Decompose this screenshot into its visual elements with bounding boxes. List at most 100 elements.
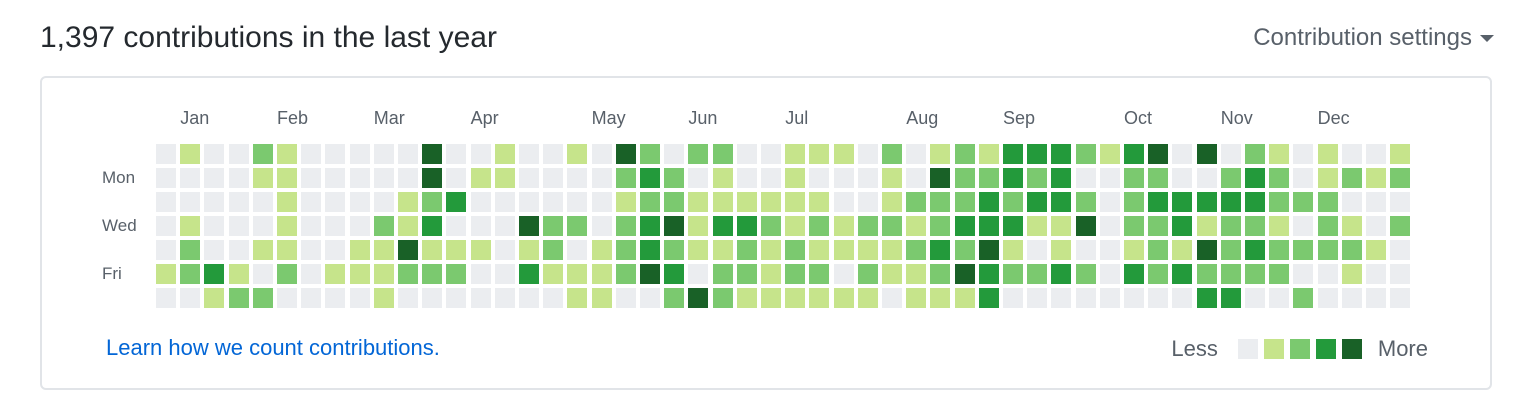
- contribution-day[interactable]: [858, 144, 878, 164]
- contribution-day[interactable]: [688, 144, 708, 164]
- contribution-day[interactable]: [1003, 264, 1023, 284]
- contribution-day[interactable]: [785, 192, 805, 212]
- contribution-day[interactable]: [640, 192, 660, 212]
- contribution-day[interactable]: [253, 264, 273, 284]
- contribution-day[interactable]: [1076, 168, 1096, 188]
- contribution-day[interactable]: [1221, 192, 1241, 212]
- contribution-day[interactable]: [1100, 216, 1120, 236]
- contribution-day[interactable]: [1366, 192, 1386, 212]
- contribution-day[interactable]: [1027, 264, 1047, 284]
- contribution-day[interactable]: [1293, 216, 1313, 236]
- contribution-day[interactable]: [688, 264, 708, 284]
- contribution-day[interactable]: [713, 288, 733, 308]
- contribution-day[interactable]: [1390, 216, 1410, 236]
- contribution-day[interactable]: [664, 288, 684, 308]
- contribution-day[interactable]: [471, 144, 491, 164]
- contribution-day[interactable]: [350, 144, 370, 164]
- contribution-day[interactable]: [979, 264, 999, 284]
- contribution-day[interactable]: [979, 144, 999, 164]
- contribution-day[interactable]: [422, 216, 442, 236]
- contribution-day[interactable]: [1318, 264, 1338, 284]
- contribution-day[interactable]: [979, 192, 999, 212]
- contribution-day[interactable]: [1390, 192, 1410, 212]
- contribution-day[interactable]: [204, 240, 224, 260]
- contribution-day[interactable]: [374, 192, 394, 212]
- contribution-day[interactable]: [930, 288, 950, 308]
- contribution-day[interactable]: [543, 264, 563, 284]
- contribution-day[interactable]: [858, 288, 878, 308]
- contribution-day[interactable]: [398, 288, 418, 308]
- contribution-day[interactable]: [834, 144, 854, 164]
- contribution-day[interactable]: [1027, 216, 1047, 236]
- contribution-day[interactable]: [229, 144, 249, 164]
- contribution-day[interactable]: [180, 216, 200, 236]
- contribution-day[interactable]: [592, 240, 612, 260]
- contribution-day[interactable]: [664, 264, 684, 284]
- contribution-day[interactable]: [737, 264, 757, 284]
- contribution-day[interactable]: [640, 216, 660, 236]
- contribution-day[interactable]: [180, 168, 200, 188]
- contribution-day[interactable]: [1172, 288, 1192, 308]
- contribution-day[interactable]: [761, 240, 781, 260]
- contribution-day[interactable]: [1245, 288, 1265, 308]
- contribution-day[interactable]: [1051, 240, 1071, 260]
- contribution-day[interactable]: [543, 240, 563, 260]
- contribution-day[interactable]: [616, 168, 636, 188]
- contribution-day[interactable]: [955, 288, 975, 308]
- contribution-day[interactable]: [1100, 240, 1120, 260]
- contribution-day[interactable]: [592, 288, 612, 308]
- contribution-day[interactable]: [325, 240, 345, 260]
- contribution-day[interactable]: [1318, 216, 1338, 236]
- contribution-day[interactable]: [761, 216, 781, 236]
- contribution-day[interactable]: [713, 264, 733, 284]
- contribution-day[interactable]: [785, 240, 805, 260]
- contribution-day[interactable]: [325, 216, 345, 236]
- contribution-day[interactable]: [1366, 288, 1386, 308]
- contribution-day[interactable]: [301, 240, 321, 260]
- contribution-day[interactable]: [834, 288, 854, 308]
- contribution-day[interactable]: [1318, 144, 1338, 164]
- contribution-day[interactable]: [471, 216, 491, 236]
- contribution-day[interactable]: [543, 192, 563, 212]
- contribution-day[interactable]: [495, 240, 515, 260]
- contribution-day[interactable]: [955, 144, 975, 164]
- contribution-day[interactable]: [446, 288, 466, 308]
- contribution-day[interactable]: [519, 216, 539, 236]
- contribution-day[interactable]: [1027, 192, 1047, 212]
- contribution-day[interactable]: [882, 264, 902, 284]
- contribution-day[interactable]: [325, 144, 345, 164]
- contribution-day[interactable]: [277, 144, 297, 164]
- contribution-day[interactable]: [664, 168, 684, 188]
- contribution-day[interactable]: [1197, 240, 1217, 260]
- contribution-day[interactable]: [1197, 288, 1217, 308]
- contribution-day[interactable]: [325, 168, 345, 188]
- contribution-day[interactable]: [1148, 240, 1168, 260]
- contribution-day[interactable]: [543, 168, 563, 188]
- contribution-day[interactable]: [1148, 288, 1168, 308]
- contribution-day[interactable]: [1100, 264, 1120, 284]
- contribution-day[interactable]: [1366, 168, 1386, 188]
- contribution-day[interactable]: [180, 264, 200, 284]
- contribution-day[interactable]: [1245, 216, 1265, 236]
- contribution-day[interactable]: [543, 144, 563, 164]
- contribution-day[interactable]: [1076, 192, 1096, 212]
- contribution-day[interactable]: [1124, 240, 1144, 260]
- contribution-day[interactable]: [930, 168, 950, 188]
- contribution-day[interactable]: [1027, 240, 1047, 260]
- contribution-day[interactable]: [1269, 144, 1289, 164]
- contribution-day[interactable]: [592, 264, 612, 284]
- contribution-day[interactable]: [253, 240, 273, 260]
- contribution-day[interactable]: [350, 240, 370, 260]
- contribution-day[interactable]: [761, 168, 781, 188]
- contribution-day[interactable]: [156, 192, 176, 212]
- contribution-day[interactable]: [1148, 168, 1168, 188]
- contribution-day[interactable]: [955, 168, 975, 188]
- contribution-day[interactable]: [1124, 192, 1144, 212]
- contribution-day[interactable]: [374, 216, 394, 236]
- contribution-day[interactable]: [495, 264, 515, 284]
- contribution-day[interactable]: [761, 144, 781, 164]
- contribution-day[interactable]: [616, 216, 636, 236]
- contribution-day[interactable]: [156, 168, 176, 188]
- contribution-day[interactable]: [471, 240, 491, 260]
- contribution-day[interactable]: [1390, 288, 1410, 308]
